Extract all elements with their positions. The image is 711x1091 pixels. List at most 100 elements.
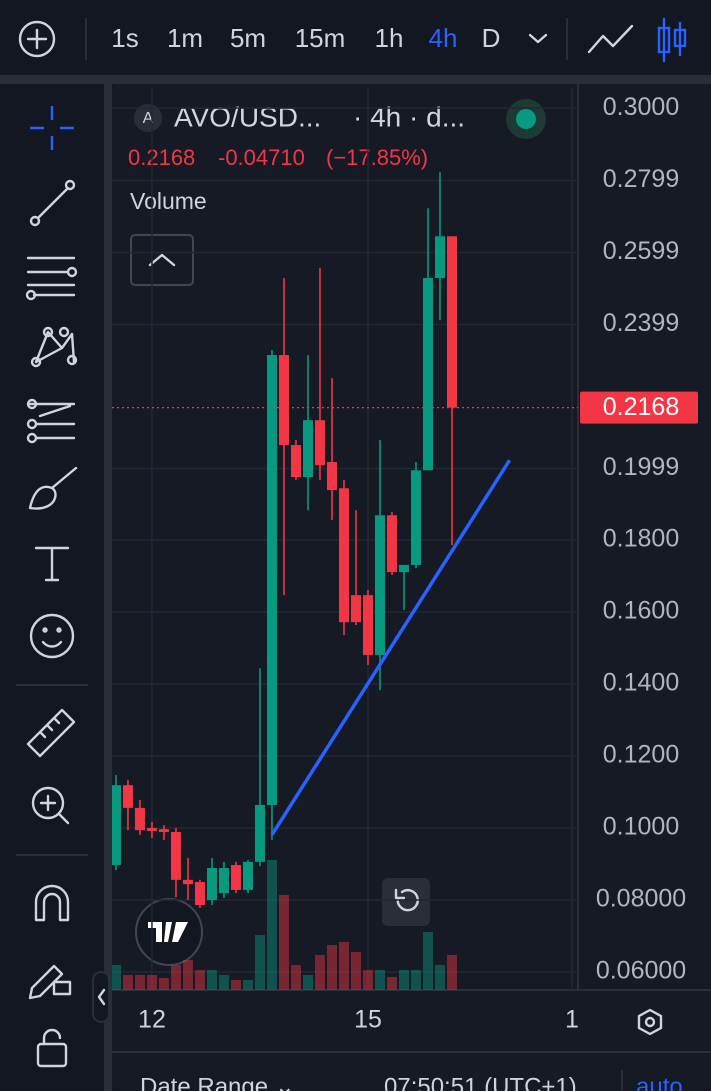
y-tick-label: 0.1000 bbox=[603, 813, 679, 841]
candle-body bbox=[254, 804, 265, 862]
interval-button[interactable]: 1s bbox=[111, 23, 138, 53]
y-tick-label: 0.1600 bbox=[603, 597, 679, 625]
toolbar-divider bbox=[0, 75, 711, 84]
candle-body bbox=[194, 882, 205, 906]
volume-bar bbox=[122, 975, 133, 990]
candle-body bbox=[314, 420, 325, 466]
volume-bar bbox=[134, 975, 145, 990]
volume-bar bbox=[338, 942, 349, 990]
candle-body bbox=[146, 828, 157, 831]
x-tick-label: 15 bbox=[354, 1006, 382, 1034]
y-tick-label: 0.1800 bbox=[603, 525, 679, 553]
volume-bar bbox=[278, 895, 289, 990]
y-tick-label: 0.3000 bbox=[603, 93, 679, 121]
candle-body bbox=[350, 595, 361, 623]
volume-bar bbox=[410, 970, 421, 990]
candle-body bbox=[374, 515, 385, 655]
magnet-tool[interactable] bbox=[34, 884, 70, 922]
candle-body bbox=[386, 515, 397, 573]
symbol-icon: A bbox=[134, 104, 162, 132]
volume-bar bbox=[314, 955, 325, 990]
interval-button[interactable]: 1h bbox=[375, 23, 404, 53]
trendline-tool[interactable] bbox=[29, 179, 76, 227]
candle-body bbox=[302, 420, 313, 478]
y-tick-label: 0.2599 bbox=[603, 237, 679, 265]
candle-body bbox=[206, 867, 217, 901]
candle-body bbox=[158, 829, 169, 832]
volume-bar bbox=[290, 965, 301, 990]
volume-bar bbox=[206, 970, 217, 990]
volume-bar bbox=[182, 960, 193, 990]
volume-bar bbox=[386, 977, 397, 990]
date-range[interactable]: Date Range ⌄ bbox=[140, 1073, 295, 1091]
interval-text: · 4h · d... bbox=[353, 101, 465, 132]
collapse-tab[interactable] bbox=[92, 971, 110, 1023]
trendline bbox=[270, 459, 512, 836]
volume-bar bbox=[434, 965, 445, 990]
candle-body bbox=[278, 355, 289, 446]
interval-button[interactable]: 15m bbox=[295, 23, 346, 53]
interval-button[interactable]: 5m bbox=[230, 23, 266, 53]
candle-body bbox=[112, 785, 121, 866]
candle-style-button[interactable] bbox=[657, 18, 687, 62]
lock-tool[interactable] bbox=[36, 1028, 68, 1068]
y-tick-label: 0.2399 bbox=[603, 309, 679, 337]
volume-bar bbox=[170, 965, 181, 990]
fib-tool[interactable] bbox=[25, 256, 78, 301]
status-dot bbox=[516, 109, 536, 129]
candle-body bbox=[338, 488, 349, 623]
volume-label: Volume bbox=[130, 188, 207, 214]
volume-bar bbox=[242, 980, 253, 990]
x-tick-label: 12 bbox=[138, 1006, 166, 1034]
auto-scale[interactable]: auto bbox=[636, 1073, 683, 1091]
sidebar-divider bbox=[104, 84, 112, 1091]
y-tick-label: 0.08000 bbox=[596, 885, 686, 913]
candle-body bbox=[446, 236, 457, 408]
volume-bar bbox=[446, 955, 457, 990]
clock: 07:50:51 (UTC+1) bbox=[384, 1073, 577, 1091]
pattern-tool[interactable] bbox=[30, 326, 78, 368]
volume-bar bbox=[254, 935, 265, 990]
last-price: 0.2168 bbox=[128, 145, 195, 170]
candle-body bbox=[242, 861, 253, 890]
volume-bar bbox=[112, 965, 121, 990]
interval-menu[interactable] bbox=[528, 33, 548, 44]
interval-button[interactable]: 1m bbox=[167, 23, 203, 53]
candle-body bbox=[230, 865, 241, 890]
svg-text:A: A bbox=[143, 110, 154, 127]
volume-bar bbox=[218, 975, 229, 990]
price-change: -0.04710 bbox=[218, 145, 305, 170]
lock-drawings-tool[interactable] bbox=[28, 964, 72, 1000]
brush-tool[interactable] bbox=[28, 466, 78, 510]
candle-body bbox=[182, 879, 193, 885]
zoom-tool[interactable] bbox=[31, 786, 70, 825]
interval-button[interactable]: 4h bbox=[429, 23, 458, 53]
y-tick-label: 0.1200 bbox=[603, 741, 679, 769]
prediction-tool[interactable] bbox=[26, 398, 76, 444]
last-price-tag bbox=[580, 391, 698, 424]
volume-bar bbox=[350, 952, 361, 990]
collapse-legend-button[interactable] bbox=[130, 234, 194, 286]
interval-button[interactable]: D bbox=[482, 23, 501, 53]
y-tick-label: 0.1999 bbox=[603, 453, 679, 481]
candle-body bbox=[122, 785, 133, 808]
line-style-button[interactable] bbox=[587, 24, 634, 54]
volume-bar bbox=[422, 932, 433, 990]
crosshair-tool[interactable] bbox=[30, 106, 74, 150]
text-tool[interactable] bbox=[34, 546, 70, 582]
add-button[interactable] bbox=[18, 20, 56, 58]
volume-bar bbox=[326, 945, 337, 990]
ruler-tool[interactable] bbox=[26, 708, 76, 758]
last-price-tag-label: 0.2168 bbox=[603, 393, 679, 421]
reset-button[interactable] bbox=[382, 878, 430, 926]
symbol: AVO/USD... bbox=[174, 101, 321, 132]
volume-bar bbox=[362, 970, 373, 990]
settings-button[interactable] bbox=[637, 1008, 663, 1036]
volume-bar bbox=[266, 860, 277, 990]
candle-body bbox=[326, 461, 337, 491]
emoji-tool[interactable] bbox=[29, 613, 75, 659]
candle-body bbox=[170, 831, 181, 880]
candle-body bbox=[422, 278, 433, 471]
volume-bar bbox=[230, 980, 241, 990]
